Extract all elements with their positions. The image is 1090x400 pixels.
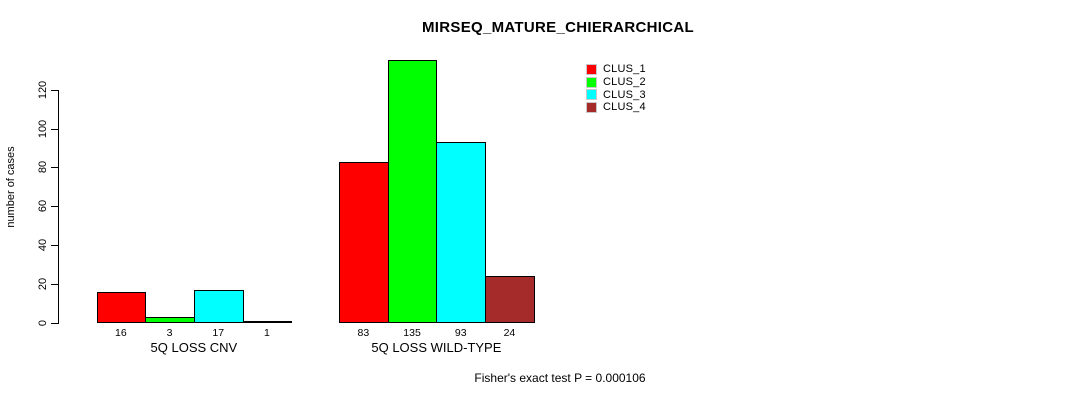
legend-label: CLUS_4 <box>603 101 646 114</box>
bar-clus_1 <box>339 162 389 323</box>
legend-item-clus_4: CLUS_4 <box>586 101 646 114</box>
bar-clus_2 <box>145 317 195 323</box>
legend-label: CLUS_2 <box>603 76 646 89</box>
legend-item-clus_3: CLUS_3 <box>586 88 646 101</box>
bar-value-label: 3 <box>166 327 173 339</box>
legend-swatch-icon <box>586 63 597 75</box>
bar-clus_4 <box>242 321 293 323</box>
bar-clus_1 <box>96 292 147 323</box>
legend-swatch-icon <box>586 101 597 113</box>
bar-clus_2 <box>387 60 438 323</box>
bar-clus_4 <box>485 276 535 323</box>
bar-value-label: 83 <box>357 327 370 339</box>
legend: CLUS_1 CLUS_2 CLUS_3 CLUS_4 <box>586 63 646 114</box>
y-axis-tick-label: 100 <box>37 119 49 138</box>
bar-value-label: 1 <box>264 327 270 339</box>
legend-item-clus_2: CLUS_2 <box>586 76 646 89</box>
y-axis-tick <box>51 284 58 286</box>
x-category-label: 5Q LOSS WILD-TYPE <box>371 340 502 355</box>
chart-title: MIRSEQ_MATURE_CHIERARCHICAL <box>422 19 694 36</box>
bar-clus_3 <box>436 142 487 323</box>
legend-swatch-icon <box>586 89 597 101</box>
bar-clus_3 <box>193 290 244 323</box>
legend-label: CLUS_1 <box>603 63 646 76</box>
y-axis-tick-label: 0 <box>37 319 49 327</box>
bar-value-label: 93 <box>454 327 467 339</box>
y-axis-tick <box>51 128 58 130</box>
bar-value-label: 24 <box>503 327 516 339</box>
y-axis-tick-label: 20 <box>37 277 49 291</box>
y-axis-label: number of cases <box>5 146 17 228</box>
bar-value-label: 16 <box>115 327 127 339</box>
y-axis-line <box>58 89 59 324</box>
x-category-label: 5Q LOSS CNV <box>150 340 238 355</box>
y-axis-tick-label: 40 <box>37 239 49 252</box>
bar-value-label: 135 <box>403 327 421 339</box>
bar-value-label: 17 <box>212 327 225 339</box>
y-axis-tick <box>51 206 58 208</box>
legend-item-clus_1: CLUS_1 <box>586 63 646 76</box>
y-axis-tick <box>51 89 58 91</box>
legend-label: CLUS_3 <box>603 88 646 101</box>
y-axis-tick-label: 60 <box>37 200 49 213</box>
fisher-test-annotation: Fisher's exact test P = 0.000106 <box>474 371 646 385</box>
legend-swatch-icon <box>586 76 597 88</box>
y-axis-tick <box>51 167 58 169</box>
y-axis-tick <box>51 323 58 324</box>
y-axis-tick <box>51 245 58 247</box>
y-axis-tick-label: 80 <box>37 161 49 174</box>
y-axis-tick-label: 120 <box>37 80 49 99</box>
